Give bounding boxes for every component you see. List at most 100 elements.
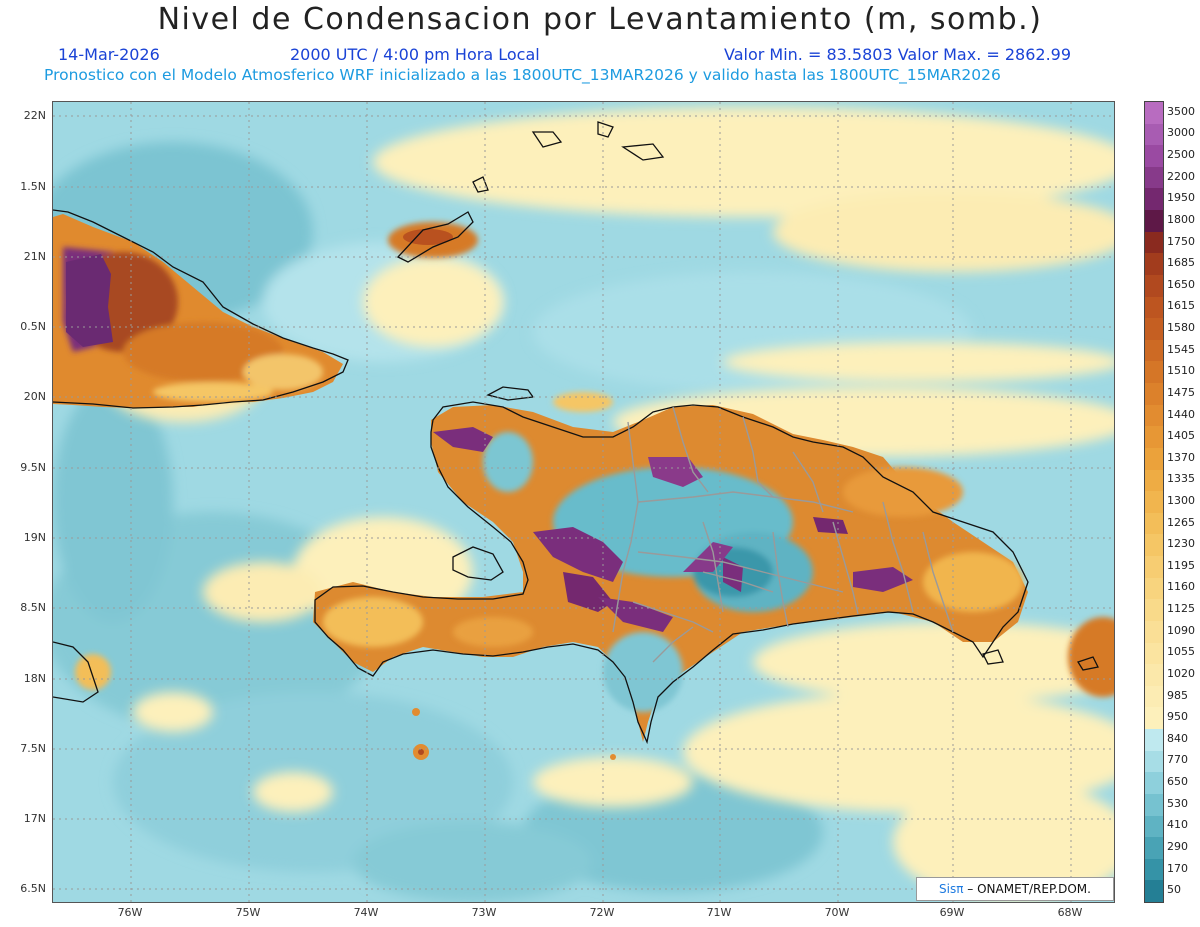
credit-box: Sisπ – ONAMET/REP.DOM. [916, 877, 1114, 901]
sispi-logo: Sisπ [939, 882, 964, 896]
legend-swatch [1145, 707, 1163, 730]
lon-label: 73W [471, 906, 497, 919]
legend-label: 2200 [1167, 169, 1195, 183]
legend-label: 1160 [1167, 580, 1195, 594]
lon-label: 72W [589, 906, 615, 919]
lat-label: 0.5N [20, 320, 46, 333]
legend-label: 1265 [1167, 515, 1195, 529]
legend-label: 1230 [1167, 537, 1195, 551]
legend-swatch [1145, 318, 1163, 341]
cuba-land [53, 214, 343, 408]
graticule [53, 102, 1114, 902]
legend-swatch [1145, 772, 1163, 795]
legend-label: 985 [1167, 688, 1188, 702]
legend-label: 1300 [1167, 494, 1195, 507]
legend-swatch [1145, 534, 1163, 557]
legend-swatch [1145, 253, 1163, 276]
legend-label: 50 [1167, 883, 1181, 897]
legend-label: 1090 [1167, 623, 1195, 637]
legend-swatch [1145, 512, 1163, 535]
legend-swatch [1145, 556, 1163, 579]
lat-label: 17N [23, 812, 46, 825]
color-legend [1144, 101, 1164, 903]
legend-swatch [1145, 815, 1163, 838]
legend-label: 1475 [1167, 385, 1195, 399]
legend-label: 1195 [1167, 558, 1195, 572]
inagua-land [388, 222, 478, 258]
legend-label: 770 [1167, 753, 1188, 767]
yellow-zones [103, 107, 1114, 902]
lon-label: 69W [939, 906, 965, 919]
legend-label: 410 [1167, 818, 1188, 832]
legend-label: 1440 [1167, 407, 1195, 421]
lat-label: 7.5N [20, 742, 46, 755]
lat-label: 19N [23, 531, 46, 544]
lon-label: 71W [706, 906, 732, 919]
legend-label: 1685 [1167, 256, 1195, 270]
legend-swatch [1145, 858, 1163, 881]
lat-label: 21N [23, 250, 46, 263]
valid-time: 2000 UTC / 4:00 pm Hora Local [290, 45, 540, 64]
lon-label: 75W [235, 906, 261, 919]
legend-label: 650 [1167, 775, 1188, 789]
legend-swatch [1145, 274, 1163, 298]
lat-label: 6.5N [20, 882, 46, 895]
legend-swatch [1145, 577, 1163, 600]
legend-label: 1615 [1167, 299, 1195, 313]
legend-swatch [1145, 729, 1163, 752]
legend-label: 1405 [1167, 429, 1195, 443]
legend-swatch [1145, 296, 1163, 319]
legend-swatch [1145, 145, 1163, 168]
legend-swatch [1145, 642, 1163, 665]
legend-swatch [1145, 750, 1163, 773]
lat-label: 20N [23, 390, 46, 403]
lat-label: 22N [23, 109, 46, 122]
legend-label: 530 [1167, 796, 1188, 810]
lat-label: 9.5N [20, 461, 46, 474]
legend-label: 1335 [1167, 472, 1195, 486]
legend-label: 290 [1167, 839, 1188, 853]
legend-label: 1580 [1167, 321, 1195, 335]
legend-swatch [1145, 339, 1163, 362]
legend-swatch [1145, 599, 1163, 622]
legend-swatch [1145, 685, 1163, 708]
credit-text: – ONAMET/REP.DOM. [963, 882, 1091, 896]
legend-swatch [1145, 123, 1163, 146]
legend-swatch [1145, 404, 1163, 427]
legend-label: 1055 [1167, 645, 1195, 659]
lat-label: 8.5N [20, 601, 46, 614]
province-borders [612, 406, 954, 663]
legend-swatch [1145, 166, 1163, 189]
lon-label: 74W [353, 906, 379, 919]
legend-label: 1510 [1167, 364, 1195, 378]
legend-label: 1125 [1167, 602, 1195, 616]
legend-swatch [1145, 231, 1163, 254]
legend-label: 3000 [1167, 126, 1195, 140]
legend-label: 1650 [1167, 277, 1195, 291]
legend-swatch [1145, 447, 1163, 471]
lat-label: 18N [23, 672, 46, 685]
legend-label: 3500 [1167, 104, 1195, 118]
legend-label: 1370 [1167, 450, 1195, 464]
min-max-values: Valor Min. = 83.5803 Valor Max. = 2862.9… [724, 45, 1072, 64]
legend-swatch [1145, 880, 1163, 903]
legend-label: 1750 [1167, 234, 1195, 248]
lon-label: 70W [824, 906, 850, 919]
small-islands [75, 654, 616, 760]
map-title: Nivel de Condensacion por Levantamiento … [157, 2, 1043, 37]
legend-swatch [1145, 837, 1163, 860]
hispaniola-land [313, 392, 1028, 742]
legend-swatch [1145, 102, 1163, 125]
legend-swatch [1145, 664, 1163, 687]
forecast-info: Pronostico con el Modelo Atmosferico WRF… [44, 66, 1001, 84]
legend-swatch [1145, 361, 1163, 384]
legend-swatch [1145, 383, 1163, 406]
legend-swatch [1145, 620, 1163, 644]
lcl-map [53, 102, 1114, 902]
legend-label: 1020 [1167, 666, 1195, 680]
legend-label: 170 [1167, 861, 1188, 875]
lat-label: 1.5N [20, 180, 46, 193]
legend-swatch [1145, 793, 1163, 816]
legend-label: 950 [1167, 710, 1188, 724]
legend-swatch [1145, 188, 1163, 211]
